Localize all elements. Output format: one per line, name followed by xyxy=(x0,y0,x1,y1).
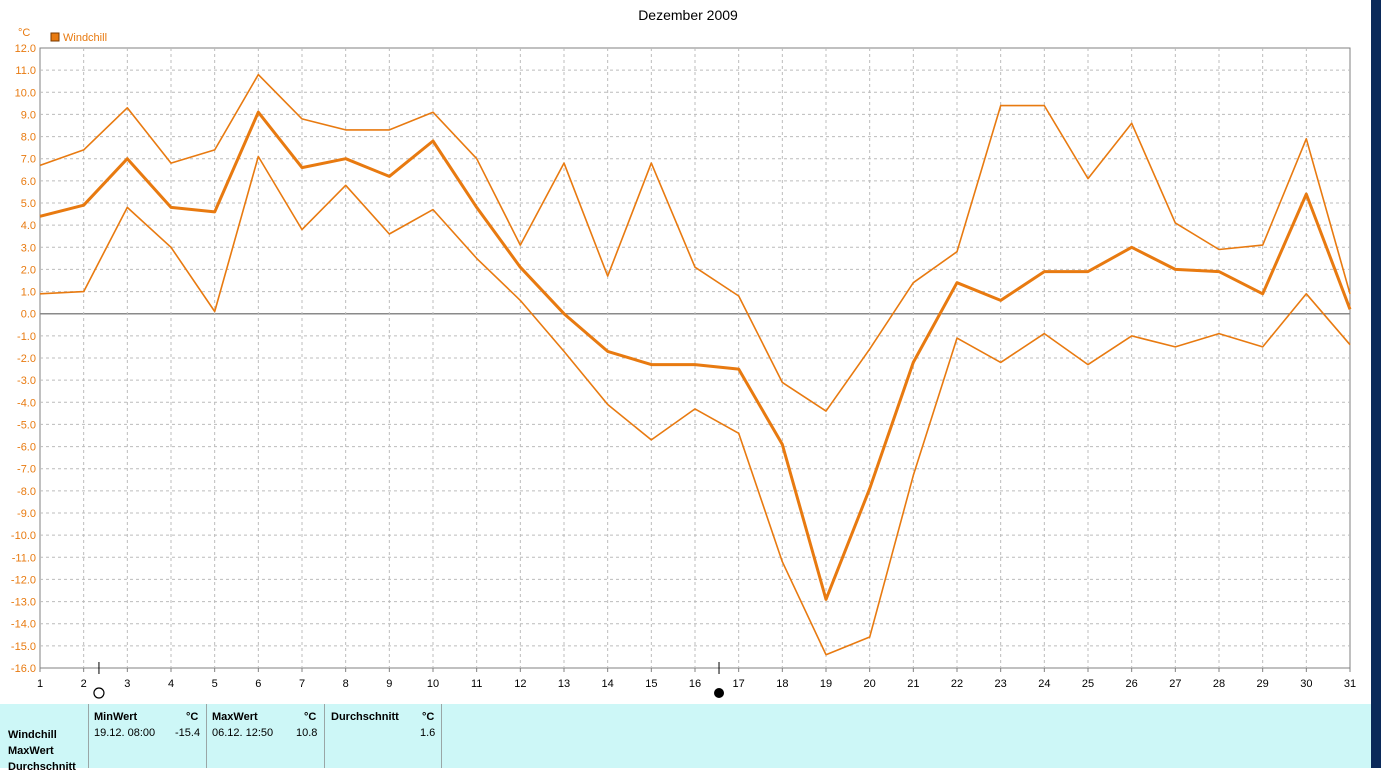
y-tick-label: -2.0 xyxy=(17,353,36,365)
x-tick-label: 13 xyxy=(558,678,570,690)
max-header: MaxWert xyxy=(212,711,258,723)
min-unit: °C xyxy=(186,711,199,723)
window-edge xyxy=(1371,0,1381,768)
min-value: -15.4 xyxy=(175,727,201,739)
min-datetime: 19.12. 08:00 xyxy=(94,727,156,739)
row-label-windchill: Windchill xyxy=(8,729,57,741)
y-tick-label: 4.0 xyxy=(21,220,36,232)
stats-col-min: MinWert °C 19.12. 08:00 -15.4 xyxy=(88,704,206,768)
avg-header: Durchschnitt xyxy=(331,711,399,723)
series-line-avg xyxy=(39,110,1352,601)
y-tick-label: 0.0 xyxy=(21,309,36,321)
row-label-maxwert: MaxWert xyxy=(8,745,54,757)
y-tick-label: -8.0 xyxy=(17,486,36,498)
x-tick-label: 1 xyxy=(37,678,43,690)
x-tick-label: 9 xyxy=(386,678,392,690)
x-tick-label: 2 xyxy=(81,678,87,690)
x-tick-label: 31 xyxy=(1344,678,1356,690)
x-tick-label: 7 xyxy=(299,678,305,690)
y-axis-unit: °C xyxy=(18,27,30,39)
avg-unit: °C xyxy=(422,711,435,723)
max-unit: °C xyxy=(304,711,317,723)
y-tick-label: -1.0 xyxy=(17,331,36,343)
moon-marker-filled xyxy=(714,688,725,698)
y-tick-label: 2.0 xyxy=(21,264,36,276)
stats-panel: Windchill MaxWert Durchschnitt MinWert °… xyxy=(0,704,1371,773)
y-tick-label: -9.0 xyxy=(17,508,36,520)
stats-col-max: MaxWert °C 06.12. 12:50 10.8 xyxy=(206,704,324,768)
x-tick-label: 5 xyxy=(212,678,218,690)
x-tick-label: 18 xyxy=(776,678,788,690)
y-tick-label: 9.0 xyxy=(21,109,36,121)
series-line-min xyxy=(39,155,1351,656)
x-tick-label: 6 xyxy=(255,678,261,690)
y-tick-label: -3.0 xyxy=(17,375,36,387)
y-tick-label: -11.0 xyxy=(12,552,36,564)
y-tick-label: 12.0 xyxy=(15,43,36,55)
x-tick-label: 8 xyxy=(343,678,349,690)
y-tick-label: -16.0 xyxy=(11,663,36,675)
min-header: MinWert xyxy=(94,711,138,723)
x-tick-label: 17 xyxy=(733,678,745,690)
y-tick-label: -12.0 xyxy=(11,574,36,586)
y-tick-label: 8.0 xyxy=(21,132,36,144)
row-label-durchschnitt: Durchschnitt xyxy=(8,761,76,773)
y-tick-label: -6.0 xyxy=(17,442,36,454)
legend-label: Windchill xyxy=(63,32,107,44)
x-tick-label: 21 xyxy=(907,678,919,690)
x-tick-label: 22 xyxy=(951,678,963,690)
y-tick-label: 7.0 xyxy=(21,154,36,166)
x-tick-label: 28 xyxy=(1213,678,1225,690)
x-tick-label: 4 xyxy=(168,678,174,690)
x-tick-label: 12 xyxy=(514,678,526,690)
x-tick-label: 25 xyxy=(1082,678,1094,690)
x-tick-label: 15 xyxy=(645,678,657,690)
x-tick-label: 27 xyxy=(1169,678,1181,690)
x-tick-label: 20 xyxy=(864,678,876,690)
y-tick-label: -15.0 xyxy=(11,641,36,653)
max-datetime: 06.12. 12:50 xyxy=(212,727,274,739)
y-tick-label: 3.0 xyxy=(21,242,36,254)
y-tick-label: 6.0 xyxy=(21,176,36,188)
chart: Dezember 2009 °C Windchill 12.011.010.09… xyxy=(11,7,1356,699)
y-tick-label: -4.0 xyxy=(17,397,36,409)
moon-marker-hollow xyxy=(93,687,105,699)
y-tick-label: -7.0 xyxy=(17,464,36,476)
x-tick-label: 29 xyxy=(1257,678,1269,690)
y-tick-label: 11.0 xyxy=(15,65,36,77)
x-tick-label: 19 xyxy=(820,678,832,690)
max-value: 10.8 xyxy=(296,727,318,739)
y-tick-label: -13.0 xyxy=(11,597,36,609)
chart-title: Dezember 2009 xyxy=(638,7,738,23)
x-tick-label: 3 xyxy=(124,678,130,690)
x-tick-label: 30 xyxy=(1300,678,1312,690)
x-tick-label: 24 xyxy=(1038,678,1050,690)
stats-col-divider xyxy=(441,704,442,768)
stats-col-avg: Durchschnitt °C 1.6 xyxy=(324,704,442,768)
y-tick-label: 10.0 xyxy=(15,87,36,99)
y-tick-label: -14.0 xyxy=(11,619,36,631)
x-tick-label: 14 xyxy=(602,678,614,690)
series-line-max xyxy=(39,73,1351,412)
x-tick-label: 10 xyxy=(427,678,439,690)
y-tick-label: -5.0 xyxy=(17,419,36,431)
y-tick-label: 1.0 xyxy=(21,287,36,299)
y-tick-label: 5.0 xyxy=(21,198,36,210)
x-tick-label: 11 xyxy=(471,678,482,690)
x-tick-label: 26 xyxy=(1126,678,1138,690)
avg-value: 1.6 xyxy=(420,727,436,739)
y-tick-label: -10.0 xyxy=(11,530,36,542)
x-tick-label: 23 xyxy=(995,678,1007,690)
legend-swatch xyxy=(50,32,60,42)
x-tick-label: 16 xyxy=(689,678,701,690)
